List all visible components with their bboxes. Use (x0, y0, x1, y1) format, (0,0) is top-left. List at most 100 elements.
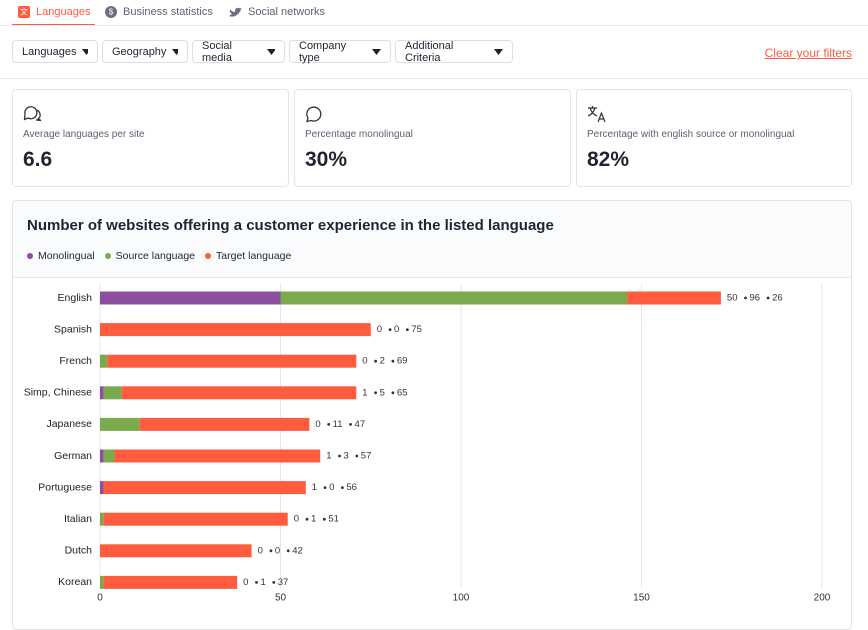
value-label: 1 (312, 482, 317, 493)
stat-card: Percentage monolingual 30% (294, 89, 571, 187)
tab[interactable]: Social networks (229, 6, 325, 18)
caret (82, 48, 88, 55)
value-label: 26 (772, 293, 783, 304)
y-tick-label: Japanese (46, 418, 92, 430)
legend-swatch (104, 253, 111, 259)
caret (172, 48, 178, 55)
x-tick-label: 200 (814, 593, 831, 604)
label-separator (255, 581, 258, 584)
value-label: 0 (258, 545, 263, 556)
filter-label: Geography (112, 45, 167, 58)
caret (372, 48, 381, 55)
value-label: 0 (243, 577, 248, 588)
x-tick-label: 50 (275, 593, 287, 604)
tab-label: Social networks (248, 6, 326, 18)
value-label: 11 (333, 419, 343, 430)
clear-filters-link[interactable]: Clear your filters (764, 46, 852, 60)
bar-segment (627, 291, 721, 305)
value-label: 37 (278, 577, 289, 588)
label-separator (272, 581, 276, 584)
stat-value: 6.6 (23, 148, 53, 171)
stat-card: Average languages per site 6.6 (12, 89, 289, 187)
bar-segment (100, 354, 108, 368)
label-separator (374, 359, 378, 363)
filter-dropdown[interactable]: Additional Criteria (395, 40, 513, 64)
y-tick-label: French (59, 355, 92, 367)
y-tick-label: Simp, Chinese (24, 387, 92, 399)
label-separator (340, 486, 344, 489)
value-label: 75 (411, 324, 422, 335)
legend-item: Monolingual (27, 250, 95, 262)
stat-icon (587, 106, 606, 123)
bar-segment (100, 512, 104, 526)
label-separator (286, 549, 290, 553)
filter-dropdown[interactable]: Social media (192, 39, 285, 64)
filter-label: Languages (22, 45, 77, 58)
tab[interactable]: 文 Languages (18, 6, 90, 18)
bar-segment (103, 386, 122, 400)
legend-label: Source language (115, 250, 196, 262)
stat-icon (306, 106, 322, 123)
bar-segment (100, 323, 371, 337)
value-label: 57 (361, 451, 372, 462)
label-separator (355, 454, 359, 458)
bar-segment (280, 291, 628, 305)
label-separator (405, 328, 409, 331)
filter-label: Social media (202, 39, 232, 64)
stat-card: Percentage with english source or monoli… (576, 89, 852, 187)
label-separator (322, 517, 326, 521)
tab-icon: $ (105, 6, 117, 18)
value-label: 3 (344, 451, 349, 462)
chart-title: Number of websites offering a customer e… (27, 217, 554, 234)
bar-segment (100, 544, 252, 558)
bar-segment (100, 575, 104, 589)
value-label: 1 (326, 451, 331, 462)
label-separator (374, 391, 378, 395)
bar-segment (139, 417, 310, 431)
value-label: 96 (749, 293, 760, 304)
label-separator (305, 517, 309, 521)
tab[interactable]: $ Business statistics (105, 6, 213, 18)
caret (266, 48, 275, 55)
stat-value: 30% (305, 148, 348, 171)
filter-dropdown[interactable]: Company type (289, 40, 391, 64)
bar-segment (100, 417, 140, 431)
filter-dropdown[interactable]: Languages (12, 40, 98, 63)
value-label: 0 (294, 514, 299, 525)
page: 文 Languages $ Business statistics Social… (0, 6, 868, 630)
value-label: 0 (315, 419, 320, 430)
divider (0, 78, 868, 79)
label-separator (388, 328, 392, 331)
stat-icon (23, 106, 42, 122)
divider (0, 25, 868, 26)
svg-text:$: $ (109, 8, 114, 17)
x-tick-label: 100 (453, 593, 470, 604)
label-separator (391, 391, 395, 395)
value-label: 2 (380, 356, 385, 367)
legend: Monolingual Source language Target languag… (27, 250, 291, 262)
legend-item: Target language (205, 250, 291, 262)
y-tick-label: Spanish (54, 323, 92, 335)
value-label: 1 (260, 577, 265, 588)
value-label: 65 (397, 387, 408, 398)
chart-header (13, 201, 851, 278)
label-separator (766, 296, 770, 300)
legend-swatch (205, 253, 212, 259)
filter-dropdown[interactable]: Geography (102, 40, 188, 63)
x-tick-label: 0 (97, 593, 103, 604)
stat-label: Average languages per site (23, 129, 145, 140)
value-label: 0 (362, 356, 367, 367)
label-separator (269, 549, 273, 553)
chart-card: Number of websites offering a customer e… (12, 200, 852, 630)
legend-label: Target language (216, 250, 292, 262)
y-tick-label: Dutch (65, 545, 93, 557)
label-separator (323, 486, 327, 489)
value-label: 47 (355, 419, 366, 430)
bar-segment (100, 291, 281, 305)
value-label: 42 (292, 545, 303, 556)
label-separator (327, 423, 331, 426)
bar-segment (107, 354, 357, 368)
stat-value: 82% (587, 148, 630, 171)
legend-swatch (27, 253, 33, 259)
